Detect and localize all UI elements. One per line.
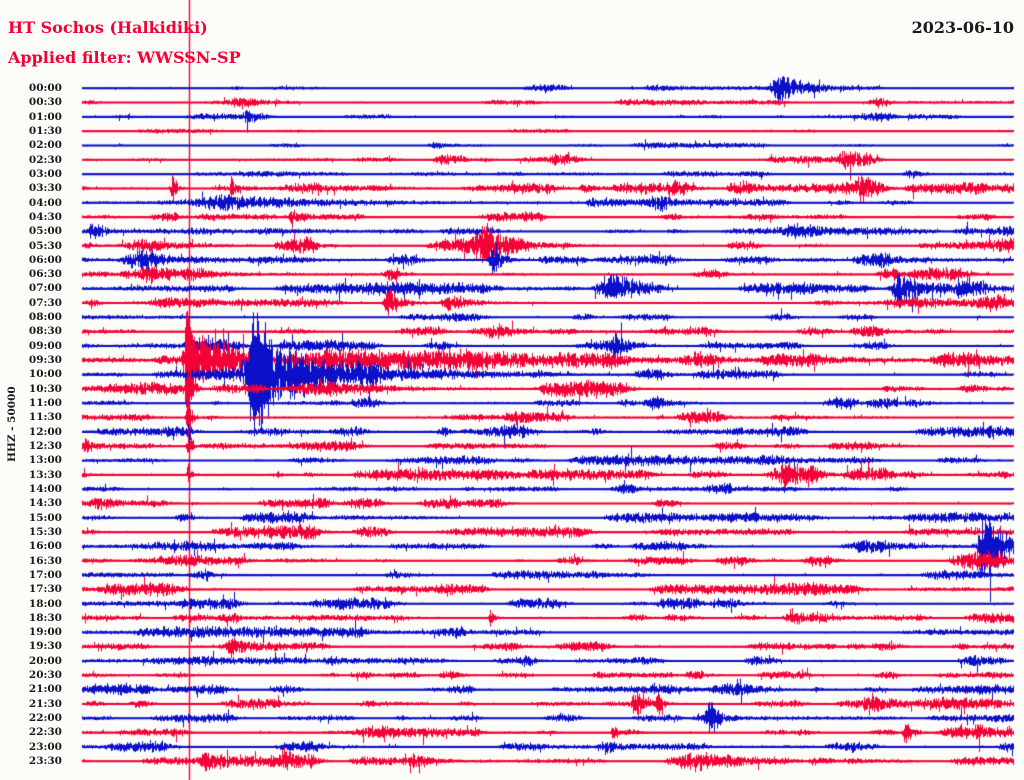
time-label: 05:00: [28, 225, 62, 238]
time-label: 18:30: [28, 611, 62, 624]
time-label: 13:30: [28, 468, 62, 481]
time-label: 04:00: [28, 196, 62, 209]
date-label: 2023-06-10: [911, 18, 1014, 37]
time-label: 03:00: [28, 167, 62, 180]
time-label: 19:30: [28, 640, 62, 653]
time-label: 19:00: [28, 626, 62, 639]
time-label: 04:30: [28, 210, 62, 223]
time-label: 18:00: [28, 597, 62, 610]
time-label: 11:30: [28, 411, 62, 424]
time-label: 14:30: [28, 497, 62, 510]
time-label: 05:30: [28, 239, 62, 252]
time-label: 09:00: [28, 339, 62, 352]
time-label: 06:30: [28, 268, 62, 281]
time-label: 00:30: [28, 96, 62, 109]
time-label: 02:30: [28, 153, 62, 166]
time-label: 10:00: [28, 368, 62, 381]
time-label: 09:30: [28, 354, 62, 367]
time-label: 22:30: [28, 726, 62, 739]
time-label: 14:00: [28, 482, 62, 495]
time-label: 23:00: [28, 740, 62, 753]
time-label: 06:00: [28, 253, 62, 266]
time-label: 02:00: [28, 139, 62, 152]
time-label: 00:00: [28, 82, 62, 94]
time-label: 23:30: [28, 755, 62, 768]
time-label: 21:30: [28, 697, 62, 710]
time-label: 10:30: [28, 382, 62, 395]
time-label: 13:00: [28, 454, 62, 467]
time-label: 01:00: [28, 110, 62, 123]
time-label: 08:00: [28, 311, 62, 324]
station-title: HT Sochos (Halkidiki): [8, 18, 208, 37]
time-label: 20:00: [28, 654, 62, 667]
time-label: 17:00: [28, 568, 62, 581]
time-label: 22:00: [28, 712, 62, 725]
time-label: 07:00: [28, 282, 62, 295]
time-label: 11:00: [28, 397, 62, 410]
time-label: 20:30: [28, 669, 62, 682]
time-label: 03:30: [28, 182, 62, 195]
time-label: 16:30: [28, 554, 62, 567]
time-label: 15:30: [28, 525, 62, 538]
time-label: 12:00: [28, 425, 62, 438]
time-label: 17:30: [28, 583, 62, 596]
time-label: 15:00: [28, 511, 62, 524]
time-label: 07:30: [28, 296, 62, 309]
time-label: 21:00: [28, 683, 62, 696]
filter-label: Applied filter: WWSSN-SP: [8, 48, 241, 67]
time-label: 08:30: [28, 325, 62, 338]
time-label: 01:30: [28, 124, 62, 137]
time-label: 12:30: [28, 440, 62, 452]
time-label: 16:00: [28, 540, 62, 553]
